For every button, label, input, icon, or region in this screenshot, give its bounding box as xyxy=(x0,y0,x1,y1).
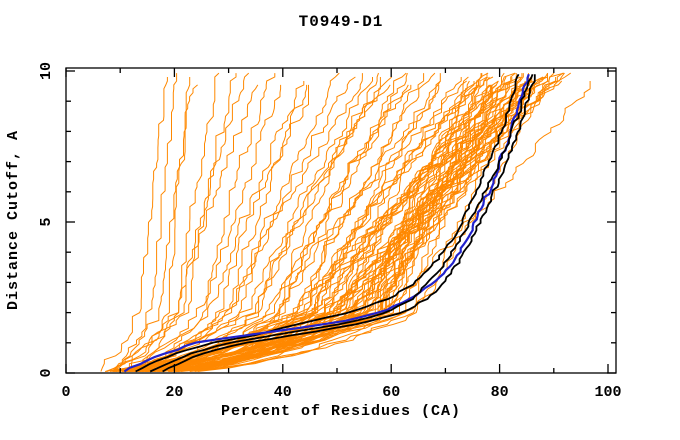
server-model-curve xyxy=(180,73,524,372)
server-model-curve xyxy=(124,76,548,372)
server-model-curve xyxy=(100,77,168,372)
server-model-curve xyxy=(126,84,308,372)
server-model-curve xyxy=(123,84,309,372)
y-tick-label: 5 xyxy=(38,217,55,226)
server-model-curve xyxy=(126,72,220,372)
server-model-curve xyxy=(152,84,491,372)
x-tick-label: 100 xyxy=(594,384,621,401)
server-model-curve xyxy=(111,73,237,372)
y-axis-label: Distance Cutoff, A xyxy=(5,130,22,310)
x-tick-label: 0 xyxy=(61,384,70,401)
y-tick-label: 10 xyxy=(38,62,55,80)
highlighted-curves xyxy=(123,73,536,373)
x-tick-label: 80 xyxy=(491,384,509,401)
black-model-3-curve xyxy=(162,74,536,373)
chart-title: T0949-D1 xyxy=(299,13,384,31)
server-model-curve xyxy=(128,76,393,372)
axes xyxy=(65,67,617,374)
blue-model-curve xyxy=(123,73,530,373)
server-model-curve xyxy=(144,72,436,372)
black-model-1-curve xyxy=(135,73,520,373)
server-model-curve xyxy=(127,77,191,372)
server-model-curve xyxy=(132,73,425,372)
ensemble-curves xyxy=(100,72,591,372)
server-model-curve xyxy=(150,81,591,372)
server-model-curve xyxy=(113,77,373,372)
server-model-curve xyxy=(129,80,563,372)
server-model-curve xyxy=(114,84,282,372)
x-tick-label: 40 xyxy=(274,384,292,401)
server-model-curve xyxy=(149,84,534,372)
server-model-curve xyxy=(145,72,516,372)
server-model-curve xyxy=(147,84,492,372)
server-model-curve xyxy=(110,84,198,372)
server-model-curve xyxy=(124,72,408,372)
server-model-curve xyxy=(115,76,488,372)
server-model-curve xyxy=(130,73,276,372)
black-model-2-curve xyxy=(149,73,534,373)
tick-labels: 0 20 40 60 80 100 0 5 10 xyxy=(38,62,622,401)
server-model-curve xyxy=(114,73,178,372)
server-model-curve xyxy=(189,73,548,372)
server-model-curve xyxy=(105,84,259,372)
x-tick-label: 20 xyxy=(165,384,183,401)
server-model-curve xyxy=(145,77,381,372)
server-model-curve xyxy=(159,81,475,372)
x-tick-label: 60 xyxy=(382,384,400,401)
y-tick-label: 0 xyxy=(38,368,55,377)
server-model-curve xyxy=(138,84,492,372)
server-model-curve xyxy=(137,72,407,372)
server-model-curve xyxy=(113,84,440,372)
server-model-curve xyxy=(112,73,363,372)
server-model-curve xyxy=(106,72,250,372)
server-model-curve xyxy=(129,73,482,372)
x-axis-label: Percent of Residues (CA) xyxy=(221,403,461,420)
server-model-curve xyxy=(109,72,379,372)
server-model-curve xyxy=(126,76,356,372)
server-model-curve xyxy=(122,80,467,372)
